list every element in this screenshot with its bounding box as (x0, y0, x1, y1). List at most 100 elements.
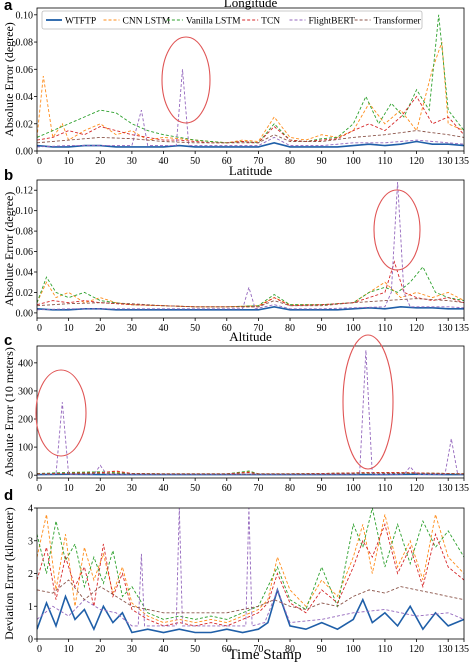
x-tick-label: 130 (438, 156, 453, 167)
series-line-tcn (37, 260, 464, 308)
x-tick-label: 40 (159, 323, 169, 334)
y-axis-label: Absolute Error (degree) (2, 192, 16, 307)
x-tick-label: 130 (438, 644, 453, 655)
y-axis-label: Absolute Error (10 meters) (2, 347, 16, 477)
x-tick-label: 135 (454, 323, 469, 334)
y-axis-label: Absolute Error (degree) (2, 22, 16, 137)
x-tick-label: 100 (346, 483, 361, 494)
x-tick-label: 90 (317, 323, 327, 334)
panel-c: c Altitude Absolute Error (10 meters) 0 10 20… (2, 329, 469, 494)
x-tick-label: 120 (409, 156, 424, 167)
x-tick-label: 40 (159, 644, 169, 655)
highlight-ellipse (373, 189, 421, 271)
x-axis-label: Time Stamp (228, 647, 301, 663)
series-line-tcn (37, 95, 464, 144)
y-tick-label: 4 (28, 504, 33, 515)
series-line-cnn-lstm (37, 514, 464, 624)
x-tick-label: 70 (253, 483, 263, 494)
y-tick-label: 0.12 (16, 186, 34, 197)
x-tick-label: 40 (159, 156, 169, 167)
x-tick-label: 20 (95, 156, 105, 167)
series-line-flightbert (37, 508, 464, 627)
panel-title: Latitude (229, 163, 273, 178)
y-tick-label: 0.06 (16, 247, 34, 258)
legend: WTFTP CNN LSTM Vanilla LSTM TCN FlightBERT Tr… (41, 10, 423, 30)
x-tick-label: 100 (346, 644, 361, 655)
y-tick-label: 0.02 (16, 119, 34, 130)
highlight-ellipse (35, 369, 87, 457)
y-tick-label: 0.04 (16, 268, 34, 279)
series-line-tcn (37, 522, 464, 627)
y-tick-label: 0.00 (16, 147, 34, 158)
series-line-flightbert (37, 69, 464, 148)
series-line-transformer (37, 298, 464, 308)
series-line-cnn-lstm (37, 41, 464, 144)
y-tick-label: 300 (18, 386, 33, 397)
x-tick-label: 0 (37, 644, 42, 655)
series-line-transformer (37, 579, 464, 614)
x-tick-label: 60 (222, 323, 232, 334)
x-tick-label: 30 (127, 644, 137, 655)
y-axis-label: Deviation Error (kilometer) (2, 507, 16, 640)
y-tick-label: 0.04 (16, 92, 34, 103)
panel-title: Longitude (224, 0, 278, 10)
y-tick-label: 0.06 (16, 65, 34, 76)
series-line-wtftp (37, 587, 464, 634)
y-tick-label: 0 (28, 471, 33, 482)
x-tick-label: 50 (190, 323, 200, 334)
x-tick-label: 10 (64, 644, 74, 655)
x-tick-label: 20 (95, 644, 105, 655)
x-tick-label: 10 (64, 156, 74, 167)
x-tick-label: 80 (285, 644, 295, 655)
panel-a: a Longitude Absolute Error (degree) 0 10 20 30… (2, 0, 469, 167)
series-line-wtftp (37, 140, 464, 148)
y-tick-label: 200 (18, 415, 33, 426)
panel-letter-d: d (4, 487, 13, 504)
y-tick-label: 0.08 (16, 227, 34, 238)
x-tick-label: 135 (454, 483, 469, 494)
y-tick-label: 1 (28, 602, 33, 613)
series-line-cnn-lstm (37, 471, 464, 475)
series-line-vanilla-lstm (37, 470, 464, 475)
y-tick-label: 0.08 (16, 38, 34, 49)
x-tick-label: 135 (454, 156, 469, 167)
x-tick-label: 130 (438, 483, 453, 494)
x-tick-label: 100 (346, 323, 361, 334)
x-tick-label: 70 (253, 156, 263, 167)
series-line-vanilla-lstm (37, 14, 464, 144)
x-tick-label: 110 (378, 156, 393, 167)
panel-b: b Latitude Absolute Error (degree) 0 10 20 30 4… (2, 163, 469, 334)
legend-frame (41, 10, 423, 30)
panel-letter-a: a (4, 0, 13, 14)
y-tick-label: 0.10 (16, 206, 34, 217)
x-tick-label: 0 (37, 156, 42, 167)
series-line-transformer (37, 130, 464, 144)
y-tick-label: 0.10 (16, 10, 34, 21)
legend-label: Transformer (374, 16, 422, 27)
legend-label: WTFTP (65, 17, 96, 27)
series-group (37, 14, 464, 148)
y-tick-label: 3 (28, 536, 33, 547)
x-tick-label: 60 (222, 644, 232, 655)
x-tick-label: 120 (409, 323, 424, 334)
x-tick-label: 70 (253, 644, 263, 655)
y-tick-label: 400 (18, 358, 33, 369)
plot-frame (36, 179, 465, 319)
series-group (37, 181, 464, 311)
plot-frame (36, 345, 465, 479)
x-tick-label: 110 (378, 323, 393, 334)
x-tick-label: 60 (222, 156, 232, 167)
series-group (37, 350, 464, 476)
x-tick-label: 30 (127, 156, 137, 167)
x-tick-label: 110 (378, 483, 393, 494)
x-tick-label: 30 (127, 483, 137, 494)
x-tick-label: 0 (37, 323, 42, 334)
x-tick-label: 70 (253, 323, 263, 334)
legend-label: TCN (261, 17, 280, 27)
x-tick-label: 90 (317, 644, 327, 655)
x-tick-label: 100 (346, 156, 361, 167)
x-tick-label: 40 (159, 483, 169, 494)
panel-letter-b: b (4, 167, 13, 184)
